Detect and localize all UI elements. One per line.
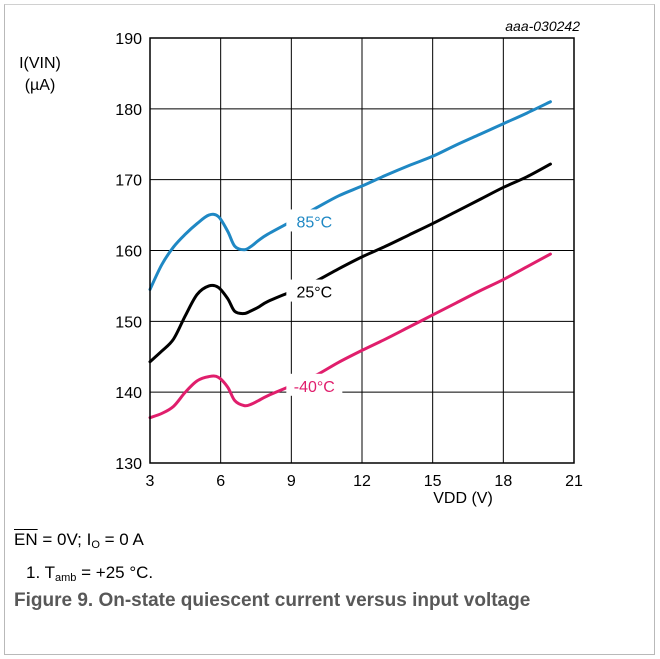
series-label-bg [286,373,343,396]
x-tick-label: 15 [424,473,442,490]
chart-ticks: 3 6 9 12 15 18 21 130 140 150 160 170 180 190 [115,31,583,490]
series-line [148,252,552,420]
series-label: 25°C [296,285,332,302]
y-tick-label: 190 [115,31,142,48]
series-labels: 85°C 25°C -40°C [286,209,343,396]
chart-grid [150,38,574,463]
x-tick-label: 9 [287,473,296,490]
y-tick-label: 160 [115,244,142,261]
footnote-text-a: 1. T [26,563,55,582]
y-tick-label: 150 [115,314,142,331]
series-label: -40°C [294,379,335,396]
conditions-text-b: = 0 A [99,530,144,549]
figure-frame [4,4,655,655]
footnote-text-b: = +25 °C. [76,563,154,582]
series-label-bg [286,279,343,302]
series-line [148,162,552,364]
conditions-sub: O [91,539,100,551]
x-tick-label: 21 [565,473,583,490]
footnote-sub: amb [54,572,77,584]
chart: 3 6 9 12 15 18 21 130 140 150 160 170 180 190 aaa-030… [19,18,583,507]
conditions-text-a: = 0V; I [37,530,92,549]
y-tick-label: 170 [115,173,142,190]
series-label-bg [286,209,343,232]
series-line [148,100,552,291]
chart-lines [148,100,552,420]
y-axis-label-line1: I(VIN) [19,55,61,72]
y-tick-label: 140 [115,385,142,402]
conditions-line: EN = 0V; IO = 0 A [14,530,144,551]
series-label: 85°C [296,214,332,231]
plot-border [149,37,575,464]
footnote-1: 1. Tamb = +25 °C. [26,563,153,584]
x-axis-label: VDD (V) [433,490,493,507]
y-axis-label-line2: (µA) [25,77,56,94]
x-tick-label: 18 [494,473,512,490]
x-tick-label: 3 [146,473,155,490]
y-tick-label: 130 [115,456,142,473]
chart-code: aaa-030242 [505,18,580,34]
y-tick-label: 180 [115,102,142,119]
x-tick-label: 12 [353,473,371,490]
figure-caption: Figure 9. On-state quiescent current ver… [14,590,531,611]
x-tick-label: 6 [216,473,225,490]
en-signal: EN [14,530,38,549]
